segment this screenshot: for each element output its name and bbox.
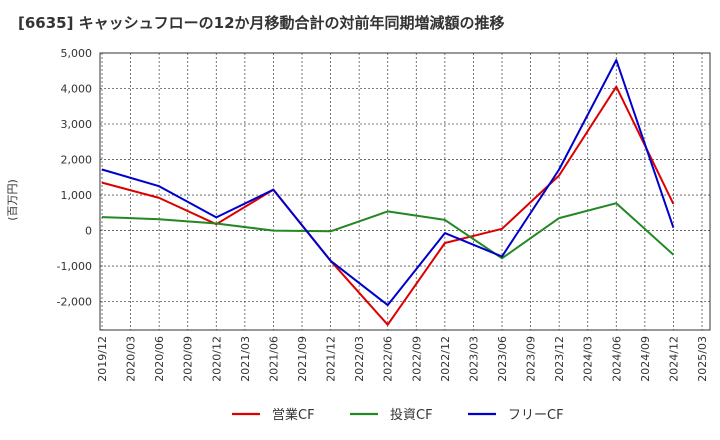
y-axis-label: (百万円) — [6, 179, 19, 221]
x-tick-label: 2022/09 — [410, 336, 423, 382]
legend-label: フリーCF — [508, 408, 564, 423]
x-tick-label: 2020/09 — [182, 336, 195, 382]
series-layer — [101, 59, 675, 326]
x-tick-label: 2024/09 — [639, 336, 652, 382]
y-axis: 5,000 4,000 3,000 2,000 1,000 0 -1,000 -2,000 — [57, 47, 92, 309]
series-line — [101, 85, 675, 326]
x-tick-label: 2023/12 — [553, 336, 566, 382]
series-line — [101, 59, 675, 307]
x-tick-label: 2021/06 — [267, 336, 280, 382]
x-tick-label: 2024/06 — [610, 336, 623, 382]
legend: 営業CF 投資CF フリーCF — [232, 407, 564, 423]
x-tick-label: 2019/12 — [96, 336, 109, 382]
x-tick-label: 2023/09 — [525, 336, 538, 382]
x-tick-label: 2020/12 — [210, 336, 223, 382]
x-tick-label: 2021/12 — [325, 336, 338, 382]
x-tick-label: 2022/06 — [382, 336, 395, 382]
y-tick-label: 3,000 — [61, 118, 93, 131]
plot-area — [100, 53, 710, 330]
x-tick-label: 2021/03 — [239, 336, 252, 382]
x-tick-label: 2024/03 — [582, 336, 595, 382]
y-tick-label: -2,000 — [57, 296, 92, 309]
x-axis: 2019/12 2020/03 2020/06 2020/09 2020/12 2021/… — [96, 336, 709, 382]
y-tick-label: 2,000 — [61, 154, 93, 167]
x-tick-label: 2021/09 — [296, 336, 309, 382]
x-tick-label: 2022/03 — [353, 336, 366, 382]
legend-label: 営業CF — [272, 407, 315, 423]
x-tick-label: 2022/12 — [439, 336, 452, 382]
y-tick-label: 5,000 — [61, 47, 93, 60]
y-tick-label: 1,000 — [61, 189, 93, 202]
y-tick-label: 0 — [85, 225, 92, 238]
y-tick-label: 4,000 — [61, 83, 93, 96]
x-tick-label: 2025/03 — [696, 336, 709, 382]
legend-label: 投資CF — [390, 407, 433, 423]
x-tick-label: 2024/12 — [667, 336, 680, 382]
plot-frame — [99, 52, 711, 331]
x-tick-label: 2023/06 — [496, 336, 509, 382]
y-tick-label: -1,000 — [57, 260, 92, 273]
x-tick-label: 2020/06 — [153, 336, 166, 382]
chart-title: [6635] キャッシュフローの12か月移動合計の対前年同期増減額の推移 — [18, 14, 505, 32]
series-line — [101, 202, 675, 260]
x-tick-label: 2020/03 — [125, 336, 138, 382]
x-tick-label: 2023/03 — [467, 336, 480, 382]
